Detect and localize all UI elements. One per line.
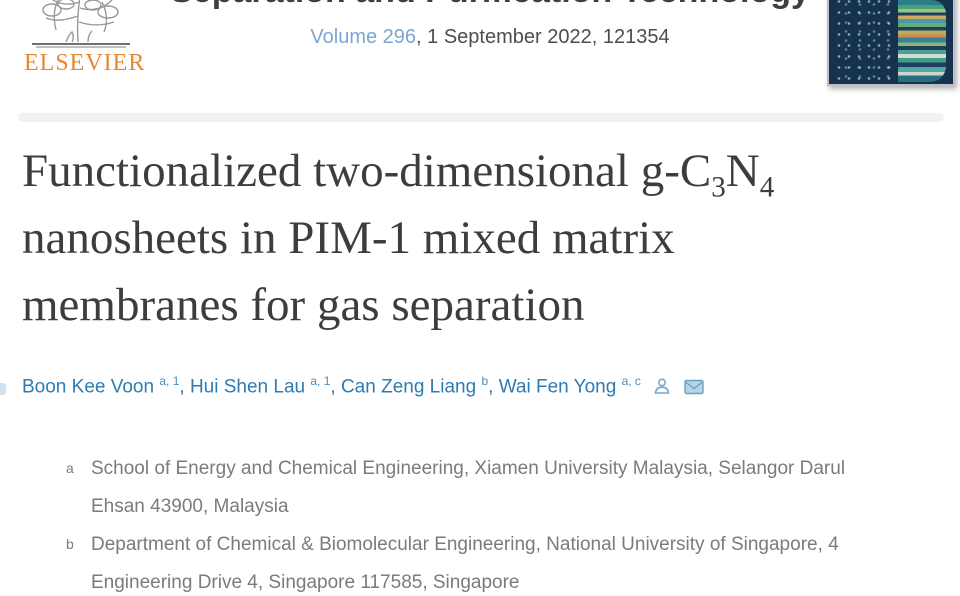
author-affil-sup: a, 1 — [159, 374, 180, 388]
article-title-line1: Functionalized two-dimensional g-C3N4 — [22, 145, 775, 204]
affiliation-text: School of Energy and Chemical Engineerin… — [91, 458, 846, 517]
envelope-icon[interactable] — [683, 379, 704, 401]
author-link[interactable]: Boon Kee Voon — [22, 376, 155, 398]
affiliation-a: a School of Energy and Chemical Engineer… — [66, 450, 856, 526]
journal-cover-thumbnail[interactable] — [827, 0, 955, 86]
clipped-edge-artifact — [0, 383, 6, 395]
article-title-line2: nanosheets in PIM-1 mixed matrix — [22, 212, 675, 264]
author-affil-sup: a, c — [621, 374, 641, 388]
header-divider — [18, 113, 944, 122]
author-affil-sup: a, 1 — [310, 374, 331, 388]
article-title: Functionalized two-dimensional g-C3N4 na… — [22, 138, 952, 339]
elsevier-tree-icon — [32, 0, 130, 48]
cover-stripe-pattern — [898, 0, 946, 83]
person-icon[interactable] — [653, 377, 671, 401]
subscript-4: 4 — [759, 171, 775, 204]
cover-dot-pattern — [833, 0, 896, 84]
subscript-3: 3 — [711, 171, 726, 204]
affiliation-label: b — [66, 536, 74, 552]
volume-link[interactable]: Volume 296 — [310, 26, 417, 48]
article-title-line3: membranes for gas separation — [22, 279, 585, 331]
author-affil-sup: b — [481, 374, 489, 388]
affiliation-b: b Department of Chemical & Biomolecular … — [66, 526, 856, 596]
elsevier-wordmark: ELSEVIER — [24, 50, 146, 76]
affiliation-text: Department of Chemical & Biomolecular En… — [91, 534, 839, 593]
author-link[interactable]: Wai Fen Yong — [498, 376, 617, 398]
volume-issue-line: Volume 296, 1 September 2022, 121354 — [120, 26, 860, 49]
author-link[interactable]: Hui Shen Lau — [189, 376, 306, 398]
affiliation-label: a — [66, 460, 74, 476]
issue-info-text: , 1 September 2022, 121354 — [416, 26, 670, 48]
journal-title-link[interactable]: Separation and Purification Technology — [120, 0, 860, 11]
authors-line: Boon Kee Voon a, 1, Hui Shen Lau a, 1, C… — [22, 374, 942, 401]
elsevier-logo[interactable]: ELSEVIER — [22, 0, 146, 86]
author-link[interactable]: Can Zeng Liang — [340, 376, 477, 398]
affiliations-list: a School of Energy and Chemical Engineer… — [66, 450, 866, 596]
